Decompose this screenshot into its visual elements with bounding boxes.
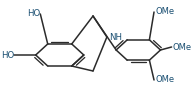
Text: HO: HO <box>1 51 14 59</box>
Text: NH: NH <box>109 32 122 42</box>
Text: HO: HO <box>27 10 40 19</box>
Text: OMe: OMe <box>155 76 175 84</box>
Text: OMe: OMe <box>173 42 192 51</box>
Text: OMe: OMe <box>155 8 175 17</box>
